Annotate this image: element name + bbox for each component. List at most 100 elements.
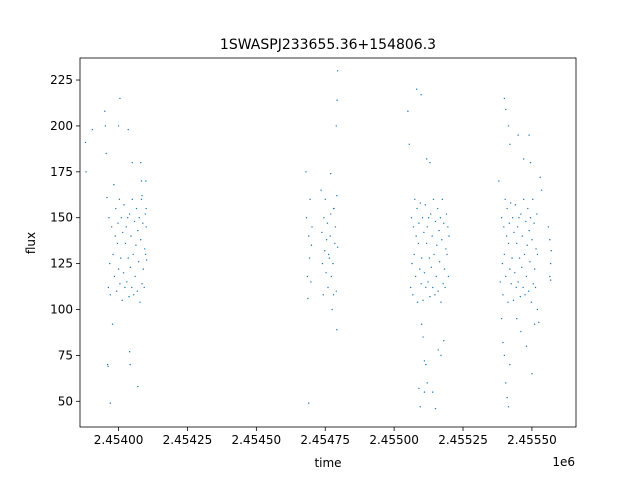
data-point: [447, 226, 449, 228]
data-point: [515, 286, 517, 289]
data-point: [443, 340, 445, 342]
data-point: [429, 295, 431, 298]
data-point: [305, 171, 307, 173]
data-point: [329, 235, 331, 237]
data-point: [137, 385, 139, 388]
data-point: [416, 88, 418, 90]
data-point: [308, 235, 310, 237]
data-point: [538, 321, 540, 324]
data-point: [419, 406, 422, 408]
data-point: [522, 158, 525, 160]
data-point: [516, 242, 518, 245]
data-point: [427, 217, 430, 219]
data-point: [536, 253, 539, 256]
data-point: [323, 250, 326, 252]
x-tick-label: 2.45450: [232, 433, 282, 447]
data-point: [550, 250, 552, 252]
data-point: [136, 290, 139, 292]
data-point: [133, 294, 135, 296]
x-axis-offset-label: 1e6: [552, 455, 575, 469]
x-tick-label: 2.45550: [507, 433, 557, 447]
data-point: [311, 226, 313, 228]
data-point: [336, 246, 339, 248]
data-point: [504, 198, 506, 201]
data-point: [507, 301, 509, 303]
data-point: [519, 295, 522, 298]
data-point: [516, 226, 519, 228]
data-point: [109, 294, 112, 296]
data-point: [529, 161, 532, 164]
y-tick-label: 100: [50, 303, 73, 317]
data-point: [536, 213, 538, 215]
data-point: [432, 391, 434, 393]
data-point: [532, 198, 534, 201]
data-point: [327, 253, 330, 256]
data-point: [430, 266, 433, 268]
data-point: [327, 286, 329, 289]
data-point: [135, 207, 138, 210]
data-point: [434, 294, 436, 296]
data-point: [511, 217, 514, 219]
data-point: [444, 286, 446, 289]
data-point: [116, 242, 119, 245]
data-point: [513, 231, 515, 234]
data-point: [124, 242, 127, 245]
data-point: [91, 128, 94, 131]
data-point: [525, 220, 527, 223]
data-point: [109, 402, 112, 404]
chart-title: 1SWASPJ233655.36+154806.3: [220, 37, 436, 53]
data-point: [426, 382, 428, 384]
data-point: [443, 268, 446, 270]
data-point: [132, 253, 134, 256]
data-point: [127, 257, 129, 259]
data-point: [534, 286, 537, 289]
data-point: [525, 345, 528, 347]
data-point: [500, 317, 503, 320]
y-axis: 50 75 100 125 150 175 200 225: [50, 73, 80, 408]
data-point: [423, 231, 425, 234]
y-tick-label: 225: [50, 73, 73, 87]
data-point: [514, 272, 516, 274]
data-point: [447, 275, 450, 278]
x-tick-label: 2.45475: [300, 433, 350, 447]
data-point: [521, 235, 523, 237]
data-point: [424, 204, 426, 206]
data-point: [308, 402, 310, 404]
data-point: [522, 198, 525, 201]
data-point: [106, 196, 108, 199]
data-point: [503, 253, 506, 256]
data-point: [528, 229, 530, 232]
data-point: [498, 180, 500, 182]
data-point: [310, 281, 312, 283]
data-point: [330, 172, 332, 175]
data-point: [506, 396, 508, 399]
data-point: [431, 235, 433, 237]
data-point: [432, 198, 435, 201]
data-point: [321, 262, 324, 265]
data-point: [84, 141, 87, 144]
data-point: [445, 248, 447, 250]
data-point: [521, 266, 523, 268]
data-point: [505, 275, 507, 278]
data-point: [437, 290, 439, 292]
y-tick-label: 50: [58, 394, 73, 408]
data-point: [512, 299, 515, 302]
data-point: [104, 110, 106, 112]
data-point: [328, 257, 331, 259]
data-point: [531, 239, 533, 241]
data-point: [430, 213, 432, 215]
data-point: [528, 134, 530, 136]
data-point: [145, 207, 147, 210]
data-point: [145, 180, 147, 182]
data-point: [308, 257, 311, 259]
data-point: [439, 217, 442, 219]
data-point: [324, 198, 326, 201]
data-point: [435, 275, 437, 278]
data-point: [509, 143, 511, 145]
data-point: [113, 183, 115, 186]
data-point: [413, 253, 415, 256]
data-point: [527, 290, 530, 292]
y-tick-label: 125: [50, 257, 73, 271]
data-point: [500, 217, 503, 219]
data-point: [118, 198, 121, 201]
